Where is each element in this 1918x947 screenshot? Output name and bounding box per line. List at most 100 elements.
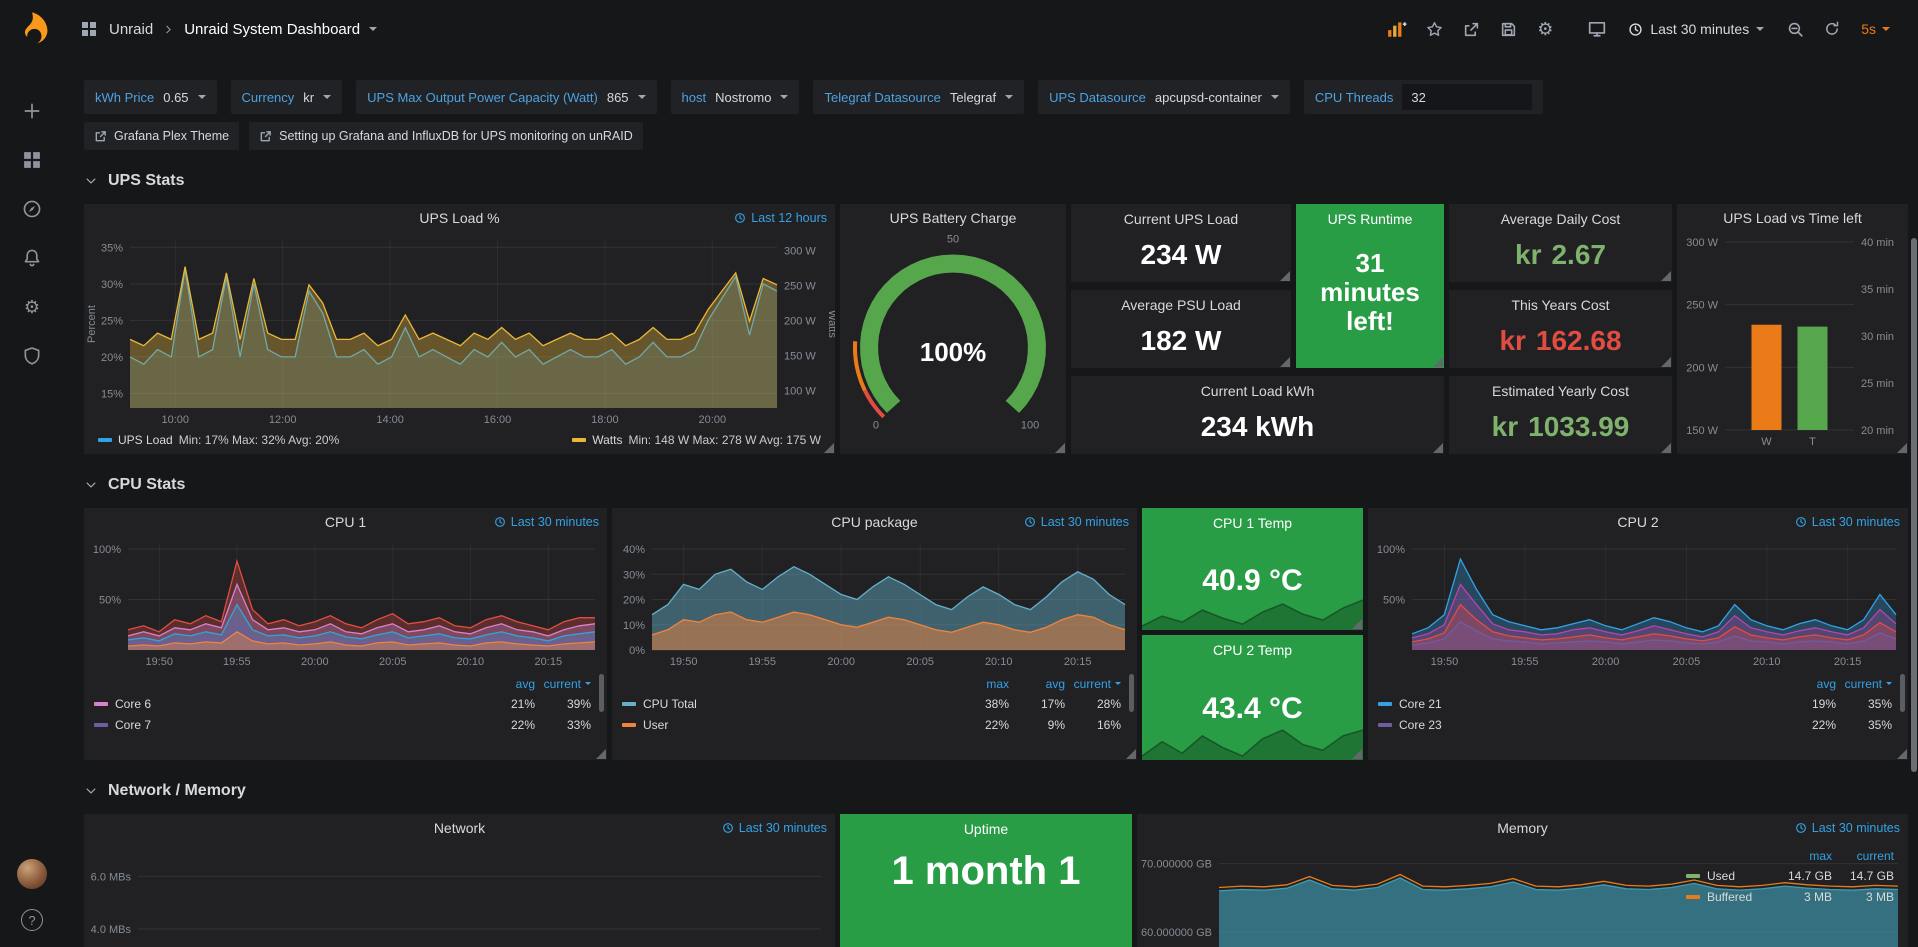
save-dashboard-button[interactable] [1492, 13, 1524, 45]
legend-sort-max[interactable]: max [1809, 848, 1832, 863]
cpu-package-chart[interactable]: 0% 10% 20% 30% 40% 19:50 19:55 20:00 20:05 20:10 2… [612, 536, 1137, 670]
panel-title[interactable]: This Years Cost [1511, 297, 1610, 313]
variable-value[interactable]: kr [303, 89, 315, 105]
panel-title[interactable]: CPU package [831, 514, 918, 530]
panel-resize-handle[interactable] [1897, 749, 1907, 759]
panel-resize-handle[interactable] [824, 443, 834, 453]
sidebar-item-explore[interactable] [21, 198, 43, 220]
battery-gauge[interactable]: 100% 0 50 100 [840, 232, 1066, 442]
share-dashboard-button[interactable] [1455, 13, 1487, 45]
panel-title[interactable]: CPU 1 [324, 514, 367, 530]
legend-series[interactable]: Core 7 [94, 718, 479, 732]
refresh-interval-picker[interactable]: 5s [1853, 13, 1898, 45]
legend-scrollbar[interactable] [1900, 674, 1905, 712]
variable-telegraf-datasource[interactable]: Telegraf Datasource Telegraf [813, 80, 1025, 114]
panel-title[interactable]: UPS Load % [419, 210, 500, 226]
cycle-view-mode-button[interactable] [1581, 13, 1613, 45]
legend-scrollbar[interactable] [599, 674, 604, 712]
panel-resize-handle[interactable] [1661, 271, 1671, 281]
panel-resize-handle[interactable] [1897, 443, 1907, 453]
sidebar-item-dashboards[interactable] [21, 149, 43, 171]
legend-scrollbar[interactable] [1129, 674, 1134, 712]
legend-series-name[interactable]: Watts [592, 433, 623, 447]
variable-value[interactable]: apcupsd-container [1154, 89, 1262, 105]
panel-header[interactable]: CPU 1 Last 30 minutes [84, 508, 607, 536]
link-ups-monitoring-guide[interactable]: Setting up Grafana and InfluxDB for UPS … [249, 122, 643, 150]
sidebar-item-configuration[interactable]: ⚙ [21, 296, 43, 318]
cpu2-chart[interactable]: 50% 100% 19:50 19:55 20:00 20:05 20:10 20:15 [1368, 536, 1908, 670]
zoom-out-time-button[interactable] [1779, 13, 1811, 45]
page-scrollbar[interactable] [1910, 0, 1918, 947]
add-panel-button[interactable] [1381, 13, 1413, 45]
variable-value[interactable]: Nostromo [715, 89, 772, 105]
panel-time-indicator[interactable]: Last 30 minutes [1795, 814, 1908, 842]
legend-sort-current[interactable]: current [535, 677, 591, 691]
legend-sort-current[interactable]: current [1836, 677, 1892, 691]
legend-item[interactable]: Watts Min: 148 W Max: 278 W Avg: 175 W [572, 433, 821, 447]
variable-kwh-price[interactable]: kWh Price 0.65 [84, 80, 217, 114]
panel-resize-handle[interactable] [1280, 271, 1290, 281]
legend-series[interactable]: Core 6 [94, 697, 479, 711]
ups-load-vs-time-chart[interactable]: 150 W 200 W 250 W 300 W 20 min 25 min 30 min 35… [1677, 232, 1908, 450]
panel-title[interactable]: CPU 2 Temp [1212, 642, 1293, 658]
sidebar-item-create[interactable] [21, 100, 43, 122]
breadcrumb-folder[interactable]: Unraid [109, 20, 154, 38]
panel-resize-handle[interactable] [1661, 443, 1671, 453]
variable-host[interactable]: host Nostromo [670, 80, 800, 114]
legend-sort-avg[interactable]: avg [1816, 676, 1836, 691]
legend-series[interactable]: User [622, 718, 953, 732]
panel-header[interactable]: Network Last 30 minutes [84, 814, 835, 842]
variable-ups-max-output[interactable]: UPS Max Output Power Capacity (Watt) 865 [356, 80, 657, 114]
panel-resize-handle[interactable] [1433, 357, 1443, 367]
dashboard-title-caret-icon[interactable] [369, 27, 378, 31]
panel-time-indicator[interactable]: Last 30 minutes [722, 814, 835, 842]
time-range-picker[interactable]: Last 30 minutes [1618, 13, 1774, 45]
panel-header[interactable]: CPU 2 Last 30 minutes [1368, 508, 1908, 536]
sidebar-item-alerting[interactable] [21, 247, 43, 269]
panel-title[interactable]: Average Daily Cost [1500, 211, 1621, 227]
panel-title[interactable]: Estimated Yearly Cost [1492, 383, 1629, 399]
panel-title[interactable]: Network [433, 820, 486, 836]
panel-resize-handle[interactable] [1055, 443, 1065, 453]
legend-series[interactable]: CPU Total [622, 697, 953, 711]
star-dashboard-button[interactable] [1418, 13, 1450, 45]
link-grafana-plex-theme[interactable]: Grafana Plex Theme [84, 122, 240, 150]
ups-load-chart[interactable]: 15% 20% 25% 30% 35% 100 W 150 W 200 W 250 W 300 W… [84, 232, 835, 428]
panel-title[interactable]: UPS Runtime [1327, 211, 1413, 227]
panel-resize-handle[interactable] [596, 749, 606, 759]
panel-header[interactable]: Memory Last 30 minutes [1137, 814, 1908, 842]
section-ups-stats[interactable]: UPS Stats [84, 168, 1908, 194]
panel-title[interactable]: Uptime [963, 821, 1009, 837]
variable-value[interactable]: 0.65 [163, 89, 189, 105]
dashboard-settings-button[interactable]: ⚙ [1529, 13, 1561, 45]
panel-title[interactable]: Current UPS Load [1123, 211, 1239, 227]
page-scrollbar-thumb[interactable] [1911, 238, 1917, 772]
panel-title[interactable]: UPS Load vs Time left [1723, 210, 1862, 226]
panel-resize-handle[interactable] [1126, 749, 1136, 759]
user-avatar[interactable] [17, 859, 47, 889]
legend-series[interactable]: Used [1686, 869, 1770, 883]
legend-series-name[interactable]: UPS Load [118, 433, 173, 447]
panel-header[interactable]: UPS Load vs Time left [1677, 204, 1908, 232]
panel-resize-handle[interactable] [1433, 443, 1443, 453]
variable-currency[interactable]: Currency kr [230, 80, 343, 114]
panel-title[interactable]: Average PSU Load [1121, 297, 1241, 313]
variable-ups-datasource[interactable]: UPS Datasource apcupsd-container [1038, 80, 1290, 114]
panel-resize-handle[interactable] [1661, 357, 1671, 367]
variable-value[interactable]: Telegraf [949, 89, 997, 105]
help-icon[interactable]: ? [21, 909, 43, 931]
legend-series[interactable]: Core 21 [1378, 697, 1780, 711]
legend-sort-current[interactable]: current [1065, 677, 1121, 691]
cpu1-chart[interactable]: 50% 100% 19:50 19:55 20:00 20:05 20:10 20:15 [84, 536, 607, 670]
panel-resize-handle[interactable] [1352, 749, 1362, 759]
legend-series[interactable]: Core 23 [1378, 718, 1780, 732]
refresh-button[interactable] [1816, 13, 1848, 45]
legend-sort-avg[interactable]: avg [1045, 676, 1065, 691]
legend-item[interactable]: UPS Load Min: 17% Max: 32% Avg: 20% [98, 433, 339, 447]
panel-time-indicator[interactable]: Last 30 minutes [494, 508, 607, 536]
legend-series[interactable]: Buffered [1686, 890, 1770, 904]
legend-sort-max[interactable]: max [986, 676, 1009, 691]
panel-time-indicator[interactable]: Last 12 hours [734, 204, 835, 232]
